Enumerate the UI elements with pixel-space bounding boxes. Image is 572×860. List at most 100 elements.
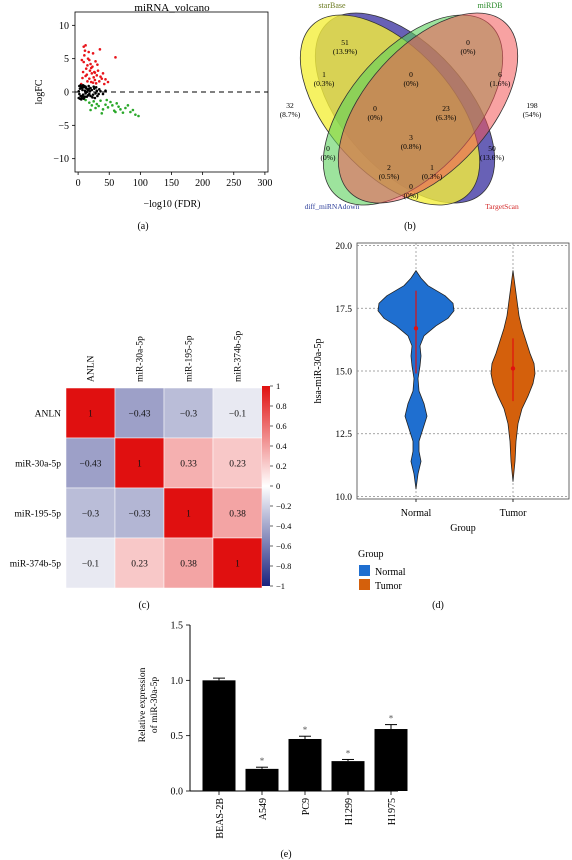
colorbar-tick-label: −0.6 — [276, 541, 291, 551]
heatmap-row-label: miR-195-5p — [15, 510, 62, 520]
volcano-point-up — [84, 67, 88, 70]
volcano-point-ns — [91, 96, 94, 99]
colorbar-tick-label: 0 — [276, 481, 280, 491]
venn-set-TargetScan — [337, 12, 519, 204]
volcano-point-up — [83, 49, 87, 52]
venn-pct-starBase_target: (13.6%) — [480, 153, 505, 162]
bar-ytick-label: 1.0 — [171, 676, 184, 687]
bar-significance: * — [346, 748, 351, 758]
volcano-point-down — [100, 112, 104, 115]
venn-pct-diff_miRDB: (0%) — [321, 153, 336, 162]
venn-count-diff_miRDB_target: 2 — [387, 163, 391, 172]
venn-pct-diff_starBase_target: (0.3%) — [422, 172, 443, 181]
bar-chart: 0.0 0.5 1.0 1.5 BEAS-2B * A549 * PC9 * H1299 * H197… — [138, 621, 408, 860]
volcano-point-down — [90, 104, 94, 107]
volcano-points — [77, 44, 140, 118]
volcano-point-down — [95, 102, 99, 106]
volcano-point-ns — [101, 92, 105, 96]
volcano-point-down — [99, 99, 102, 102]
volcano-point-ns — [78, 92, 81, 96]
volcano-point-up — [94, 82, 98, 85]
violin-ytick-label: 10.0 — [335, 493, 352, 503]
volcano-point-up — [81, 70, 85, 74]
volcano-xtick-label: 50 — [104, 178, 114, 189]
volcano-point-ns — [96, 94, 99, 98]
bar-h1975 — [374, 729, 408, 791]
violin-mean-tumor — [510, 366, 516, 371]
volcano-point-ns — [81, 94, 84, 98]
bar-xtick-label: H1299 — [344, 798, 355, 825]
volcano-point-down — [105, 98, 109, 102]
violin-mean-normal — [413, 326, 419, 331]
bar-xtick-label: BEAS-2B — [215, 798, 226, 839]
volcano-point-down — [89, 108, 92, 112]
violin-ytick-label: 17.5 — [335, 305, 352, 315]
volcano-point-up — [95, 74, 99, 77]
colorbar-tick-label: 0.8 — [276, 401, 287, 411]
legend-swatch-tumor — [359, 579, 370, 590]
volcano-point-ns — [82, 97, 86, 100]
panel-label-e: (e) — [280, 849, 291, 860]
venn-count-diff_starBase: 1 — [322, 70, 326, 79]
bar-ylabel-line2: of miR-30a-5p — [149, 677, 160, 733]
volcano-point-up — [89, 62, 92, 66]
venn-pct-diff_only: (8.7%) — [280, 110, 301, 119]
heatmap-cell — [114, 487, 165, 539]
heatmap-row-label: miR-30a-5p — [15, 460, 61, 470]
volcano-ytick-label: −10 — [53, 154, 69, 165]
venn-count-diff_target: 0 — [409, 182, 413, 191]
legend-label-normal: Normal — [375, 567, 406, 578]
heatmap-cell-value: −0.1 — [82, 560, 99, 570]
violin-legend-title: Group — [358, 549, 384, 560]
venn-pct-target_only: (54%) — [523, 110, 542, 119]
heatmap-cell — [65, 387, 116, 439]
volcano-point-ns — [92, 85, 95, 88]
volcano-point-up — [114, 56, 117, 59]
volcano-point-ns — [90, 88, 94, 92]
volcano-point-up — [96, 69, 100, 72]
volcano-xtick-label: 150 — [164, 178, 179, 189]
volcano-point-down — [92, 100, 95, 103]
venn-diagram: starBase miRDB diff_miRNAdown TargetScan… — [280, 1, 542, 232]
heatmap-cell-value: −0.33 — [129, 510, 151, 520]
bar-ytick-label: 1.5 — [171, 621, 184, 632]
volcano-point-up — [81, 76, 84, 80]
volcano-xtick-label: 0 — [76, 178, 81, 189]
volcano-point-ns — [87, 84, 90, 88]
colorbar-tick-label: 0.2 — [276, 461, 287, 471]
volcano-point-up — [97, 80, 101, 83]
bar-a549 — [245, 768, 279, 791]
bar-pc9 — [288, 738, 322, 791]
volcano-point-ns — [83, 89, 87, 92]
bar-h1299 — [331, 761, 365, 791]
heatmap-cell-value: 1 — [137, 460, 142, 470]
violin-xlabel: Group — [450, 523, 476, 534]
volcano-point-up — [101, 72, 105, 75]
violin-xtick-label: Normal — [401, 508, 432, 519]
venn-count-diff_only: 32 — [286, 101, 294, 110]
bar-significance: * — [303, 725, 308, 735]
volcano-point-ns — [88, 90, 92, 93]
volcano-point-ns — [99, 90, 102, 93]
violin-normal — [377, 270, 455, 490]
volcano-point-ns — [94, 86, 98, 89]
bar-xtick-label: PC9 — [301, 798, 312, 815]
bar-beas-2b — [202, 680, 236, 791]
heatmap-cell-value: −0.43 — [80, 460, 102, 470]
violin-xtick-label: Tumor — [500, 508, 528, 519]
venn-pct-miRDB_target: (1.6%) — [490, 79, 511, 88]
violin-ytick-label: 12.5 — [335, 430, 352, 440]
panel-label-a: (a) — [137, 221, 148, 232]
volcano-point-down — [131, 108, 135, 112]
volcano-xlabel: −log10 (FDR) — [143, 199, 200, 210]
colorbar-tick-label: −0.8 — [276, 561, 291, 571]
volcano-point-up — [93, 78, 97, 82]
volcano-ylabel: logFC — [34, 79, 45, 104]
volcano-point-up — [87, 50, 90, 54]
volcano-point-down — [94, 106, 97, 110]
bar-xtick-label: A549 — [258, 798, 269, 820]
heatmap-cell-value: 1 — [235, 560, 240, 570]
bar-significance: * — [389, 714, 394, 724]
venn-count-miRDB_target: 6 — [498, 70, 502, 79]
